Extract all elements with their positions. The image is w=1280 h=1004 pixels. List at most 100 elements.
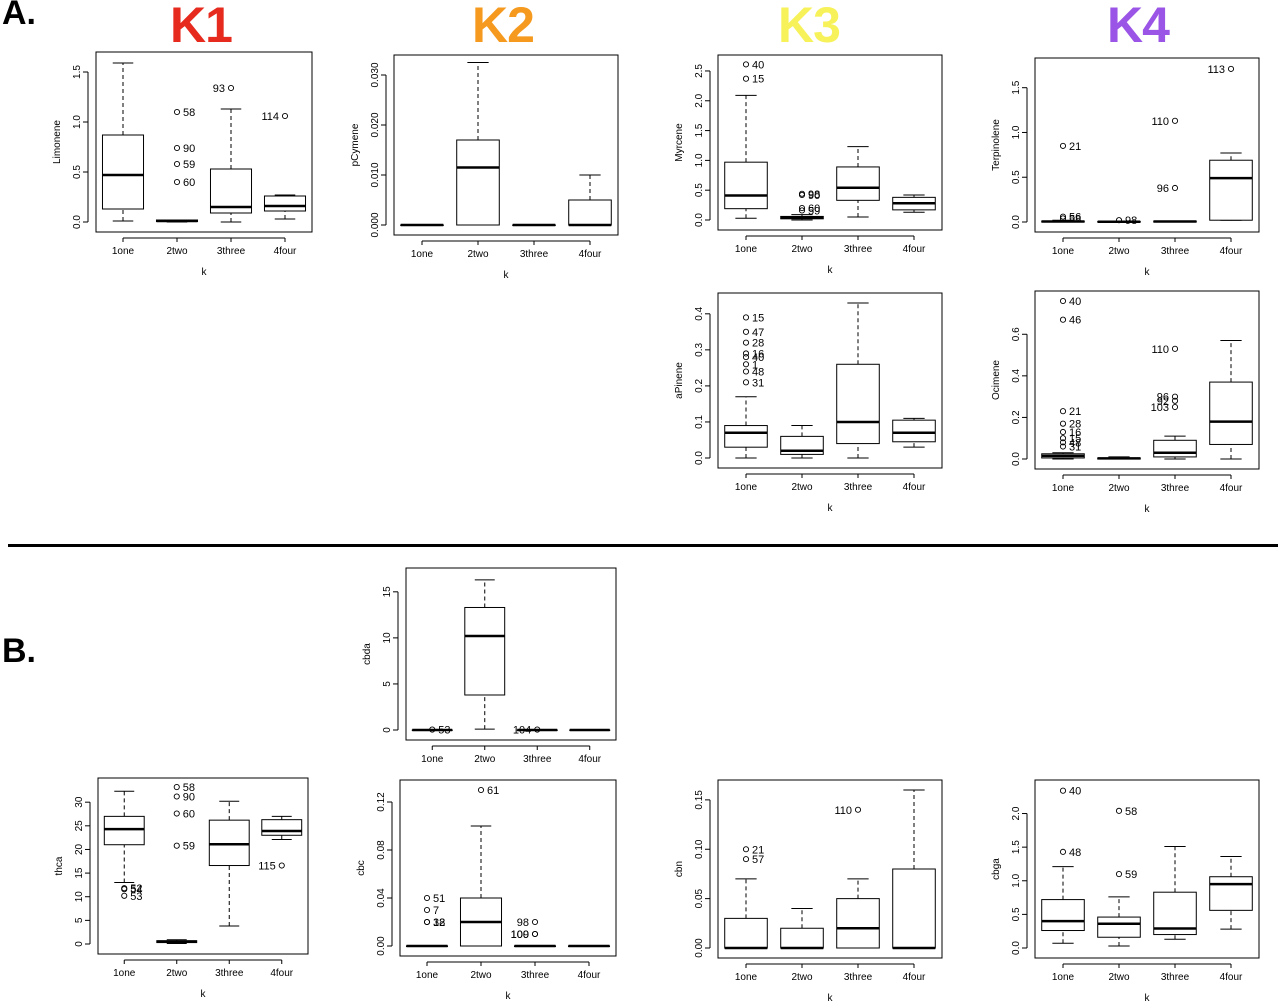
y-tick-label: 20 bbox=[74, 843, 85, 855]
y-tick-label: 30 bbox=[74, 796, 85, 808]
cluster-title-k2: K2 bbox=[472, 0, 535, 53]
x-tick-label: 4four bbox=[578, 754, 601, 765]
box-3three bbox=[836, 878, 880, 949]
y-tick-label: 0.030 bbox=[370, 62, 381, 87]
boxplot-limonene: 0.0 0.5 1.0 1.5 Limonene 1one 2two 3three 4four k… bbox=[52, 51, 313, 278]
box-4four bbox=[263, 194, 307, 220]
outlier-label: 98 bbox=[517, 917, 529, 929]
outlier-point bbox=[121, 892, 128, 899]
outlier-label: 113 bbox=[1207, 64, 1225, 76]
outlier-label: 93 bbox=[213, 83, 225, 95]
y-axis-label: thca bbox=[54, 856, 65, 875]
box-1one bbox=[724, 94, 768, 219]
outlier-point bbox=[173, 178, 181, 186]
box-1one bbox=[103, 790, 145, 884]
box-3three bbox=[1153, 220, 1197, 223]
plot-frame bbox=[1034, 779, 1260, 959]
boxplot-cbn: 0.00 0.05 0.10 0.15 cbn 1one 2two 3three 4four k 2… bbox=[674, 779, 943, 1004]
section-label-b: B. bbox=[2, 632, 36, 670]
x-tick-label: 4four bbox=[274, 246, 297, 257]
outlier-point bbox=[423, 906, 431, 914]
y-tick-label: 2.0 bbox=[694, 93, 705, 107]
outlier-point bbox=[531, 930, 539, 938]
y-axis-label: pCymene bbox=[350, 123, 361, 166]
outlier-point bbox=[1059, 435, 1067, 442]
y-axis-label: Limonene bbox=[52, 120, 63, 164]
outlier-label: 53 bbox=[438, 725, 450, 737]
plot-frame bbox=[717, 54, 943, 231]
outlier-point bbox=[798, 205, 806, 212]
box-2two bbox=[780, 908, 824, 950]
y-axis-label: Myrcene bbox=[674, 123, 685, 162]
outlier-point bbox=[742, 339, 750, 346]
outlier-point bbox=[1171, 184, 1179, 192]
outlier-label: 21 bbox=[752, 844, 764, 856]
box-iqr bbox=[724, 917, 768, 949]
outlier-point bbox=[1059, 428, 1067, 436]
x-tick-label: 4four bbox=[1220, 972, 1243, 983]
x-tick-label: 4four bbox=[1220, 483, 1243, 494]
x-axis-label: k bbox=[828, 503, 834, 514]
outlier-point bbox=[798, 207, 806, 214]
outlier-point bbox=[1059, 420, 1067, 427]
outlier-label: 57 bbox=[752, 854, 764, 866]
x-tick-label: 3three bbox=[217, 246, 246, 257]
outlier-point bbox=[227, 84, 235, 92]
x-axis-label: k bbox=[828, 265, 834, 276]
cluster-title-k1: K1 bbox=[170, 0, 233, 53]
y-tick-label: 0.0 bbox=[694, 451, 705, 465]
y-tick-label: 0.000 bbox=[370, 212, 381, 237]
outlier-label: 28 bbox=[752, 338, 764, 350]
section-label-a: A. bbox=[2, 0, 36, 32]
x-tick-label: 2two bbox=[791, 482, 813, 493]
box-3three bbox=[512, 223, 556, 227]
box-iqr bbox=[1209, 381, 1253, 445]
y-axis-label: cbda bbox=[362, 643, 373, 665]
outlier-point bbox=[429, 726, 436, 733]
outlier-point bbox=[798, 191, 806, 199]
outlier-label: 46 bbox=[1069, 315, 1081, 327]
outlier-label: 12 bbox=[433, 917, 445, 929]
box-2two bbox=[780, 214, 824, 221]
boxplot-cbda: 0 5 10 15 cbda 1one 2two 3three 4four 53 104 bbox=[362, 567, 617, 765]
outlier-label: 59 bbox=[1125, 869, 1137, 881]
outlier-label: 52 bbox=[130, 883, 142, 895]
y-tick-label: 0.1 bbox=[694, 415, 705, 429]
y-tick-label: 0.15 bbox=[694, 790, 705, 810]
outlier-point bbox=[1059, 142, 1067, 149]
x-tick-label: 2two bbox=[1108, 246, 1130, 257]
y-tick-label: 0.00 bbox=[694, 938, 705, 958]
plot-frame bbox=[717, 779, 943, 959]
outlier-label: 114 bbox=[261, 111, 279, 123]
y-tick-label: 1.5 bbox=[694, 123, 705, 137]
outlier-point bbox=[742, 75, 750, 82]
box-3three bbox=[836, 302, 880, 459]
outlier-label: 58 bbox=[183, 782, 195, 794]
outlier-point bbox=[742, 61, 750, 68]
outlier-point bbox=[423, 894, 431, 902]
box-2two bbox=[1097, 220, 1141, 223]
plot-frame bbox=[405, 567, 617, 741]
box-2two bbox=[1097, 896, 1141, 947]
x-tick-label: 1one bbox=[1052, 972, 1075, 983]
x-tick-label: 4four bbox=[578, 970, 601, 981]
outlier-point bbox=[121, 886, 128, 893]
box-2two bbox=[1097, 456, 1141, 460]
outlier-label: 40 bbox=[1069, 786, 1081, 798]
x-tick-label: 2two bbox=[166, 968, 188, 979]
x-tick-label: 3three bbox=[523, 754, 552, 765]
box-3three bbox=[836, 146, 880, 218]
outlier-point bbox=[173, 810, 180, 817]
outlier-label: 15 bbox=[752, 312, 764, 324]
outlier-point bbox=[173, 108, 181, 116]
x-tick-label: 3three bbox=[844, 482, 873, 493]
y-tick-label: 0.04 bbox=[376, 888, 387, 908]
box-2two bbox=[456, 62, 500, 226]
y-tick-label: 0.2 bbox=[1011, 410, 1022, 424]
y-tick-label: 1.5 bbox=[72, 65, 83, 79]
outlier-point bbox=[1059, 443, 1067, 450]
box-iqr bbox=[261, 819, 303, 836]
y-tick-label: 0.5 bbox=[72, 165, 83, 179]
y-tick-label: 2.0 bbox=[1011, 806, 1022, 820]
outlier-label: 90 bbox=[183, 143, 195, 155]
